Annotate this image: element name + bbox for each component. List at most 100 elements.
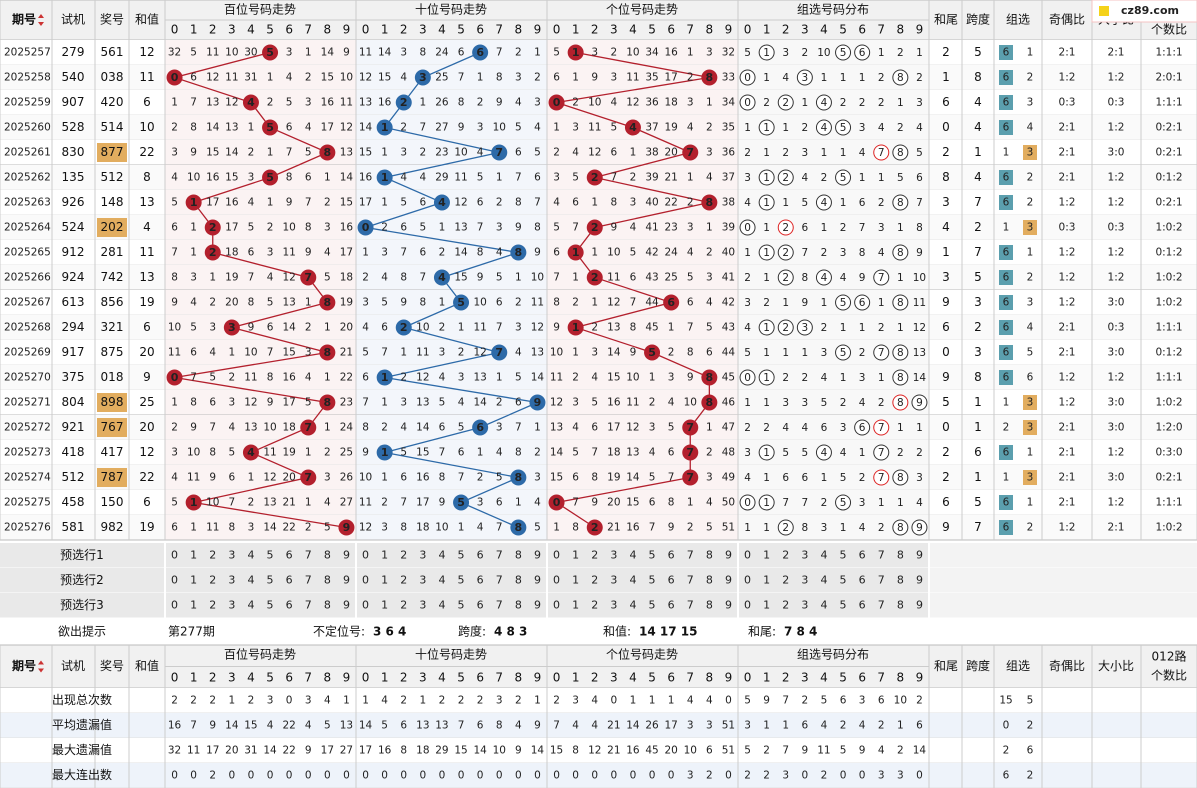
- stat-value: 5: [840, 745, 847, 757]
- group-miss: 5: [744, 347, 751, 359]
- miss-count: 3: [630, 197, 637, 209]
- group-ring: [873, 344, 890, 361]
- miss-count: 4: [611, 97, 618, 109]
- miss-count: 3: [381, 247, 388, 259]
- miss-count: 3: [706, 147, 713, 159]
- miss-count: 5: [477, 172, 484, 184]
- group-miss: 2: [744, 147, 751, 159]
- miss-count: 8: [630, 322, 637, 334]
- hit-digit: 8: [706, 371, 714, 384]
- group-miss: 7: [859, 222, 866, 234]
- miss-count: 1: [706, 97, 713, 109]
- hit-ball: [682, 469, 699, 486]
- group-miss: 1: [840, 72, 847, 84]
- group-ring: [758, 244, 775, 261]
- group-three: 3: [1027, 397, 1034, 409]
- stat-value: 0: [229, 770, 236, 782]
- group-miss: 2: [821, 497, 828, 509]
- miss-count: 18: [607, 447, 620, 459]
- hit-digit: 0: [362, 221, 370, 234]
- period: 2025273: [4, 447, 51, 459]
- stat-value: 2: [897, 745, 904, 757]
- hit-ball: [300, 419, 317, 436]
- miss-count: 2: [630, 172, 637, 184]
- zone-digit: 4: [247, 671, 255, 685]
- group-miss: 8: [916, 222, 923, 234]
- prize: 148: [101, 195, 124, 209]
- hit-ball: [529, 394, 546, 411]
- stat-value: 0: [725, 770, 732, 782]
- miss-count: 20: [340, 322, 353, 334]
- zone-digit: 1: [381, 671, 389, 685]
- miss-count: 16: [206, 172, 220, 184]
- stat-value: 6: [400, 720, 407, 732]
- group-six: 6: [1003, 197, 1010, 209]
- trial: 907: [62, 95, 85, 109]
- cell-bg: [0, 713, 1197, 738]
- stat-value: 3: [878, 770, 885, 782]
- preselect-digit: 7: [305, 574, 312, 587]
- stat-value: 4: [515, 720, 522, 732]
- miss-count: 9: [611, 222, 618, 234]
- miss-count: 7: [229, 497, 236, 509]
- miss-count: 9: [209, 472, 216, 484]
- cell-bg: [547, 515, 738, 540]
- preselect-digit: 1: [763, 549, 770, 562]
- hit-ball: [586, 219, 603, 236]
- stat-value: 2: [248, 695, 255, 707]
- miss-count: 5: [553, 47, 560, 59]
- miss-count: 3: [687, 222, 694, 234]
- cell-bg: [1023, 470, 1037, 485]
- miss-count: 4: [534, 497, 541, 509]
- group-digit: 1: [763, 322, 770, 334]
- miss-count: 1: [496, 172, 503, 184]
- zone-digit: 7: [495, 23, 503, 37]
- group-miss: 2: [878, 522, 885, 534]
- stat-value: 1: [362, 695, 369, 707]
- group-miss: 4: [916, 497, 923, 509]
- odd-even: 2:1: [1059, 147, 1076, 159]
- miss-count: 3: [381, 522, 388, 534]
- hit-digit: 6: [476, 421, 484, 434]
- trial: 524: [62, 220, 85, 234]
- miss-count: 8: [496, 72, 503, 84]
- miss-count: 4: [209, 347, 216, 359]
- miss-count: 3: [324, 472, 331, 484]
- span: 8: [974, 370, 982, 384]
- hit-ball: [453, 494, 470, 511]
- tail: 2: [942, 445, 950, 459]
- cell-bg: [165, 265, 356, 290]
- miss-count: 3: [400, 397, 407, 409]
- miss-count: 9: [400, 297, 407, 309]
- miss-count: 26: [435, 97, 449, 109]
- group-miss: 3: [802, 147, 809, 159]
- tail: 9: [942, 370, 950, 384]
- hit-ball: [586, 519, 603, 536]
- group-miss: 1: [744, 397, 751, 409]
- stat-value: 14: [626, 720, 640, 732]
- trial: 917: [62, 345, 85, 359]
- miss-count: 10: [684, 397, 697, 409]
- stat-value: 15: [244, 720, 257, 732]
- miss-count: 4: [496, 247, 503, 259]
- stat-value: 2: [840, 720, 847, 732]
- group-ring: [892, 294, 909, 311]
- zone-digit: 8: [515, 671, 523, 685]
- group-miss: 7: [802, 497, 809, 509]
- preselect-digit: 2: [591, 574, 598, 587]
- header-odd-even: 奇偶比: [1049, 13, 1085, 27]
- period: 2025266: [4, 272, 51, 284]
- group-miss: 1: [802, 97, 809, 109]
- zone-digit: 8: [515, 23, 523, 37]
- miss-count: 1: [305, 497, 312, 509]
- miss-count: 1: [305, 447, 312, 459]
- group-ring: [892, 344, 909, 361]
- miss-count: 12: [531, 322, 544, 334]
- miss-count: 22: [282, 522, 295, 534]
- group-six: 6: [1003, 322, 1010, 334]
- group-digit: 2: [782, 222, 789, 234]
- big-small: 1:2: [1108, 247, 1125, 259]
- miss-count: 15: [454, 272, 467, 284]
- group-digit: 1: [763, 122, 770, 134]
- span: 1: [974, 395, 982, 409]
